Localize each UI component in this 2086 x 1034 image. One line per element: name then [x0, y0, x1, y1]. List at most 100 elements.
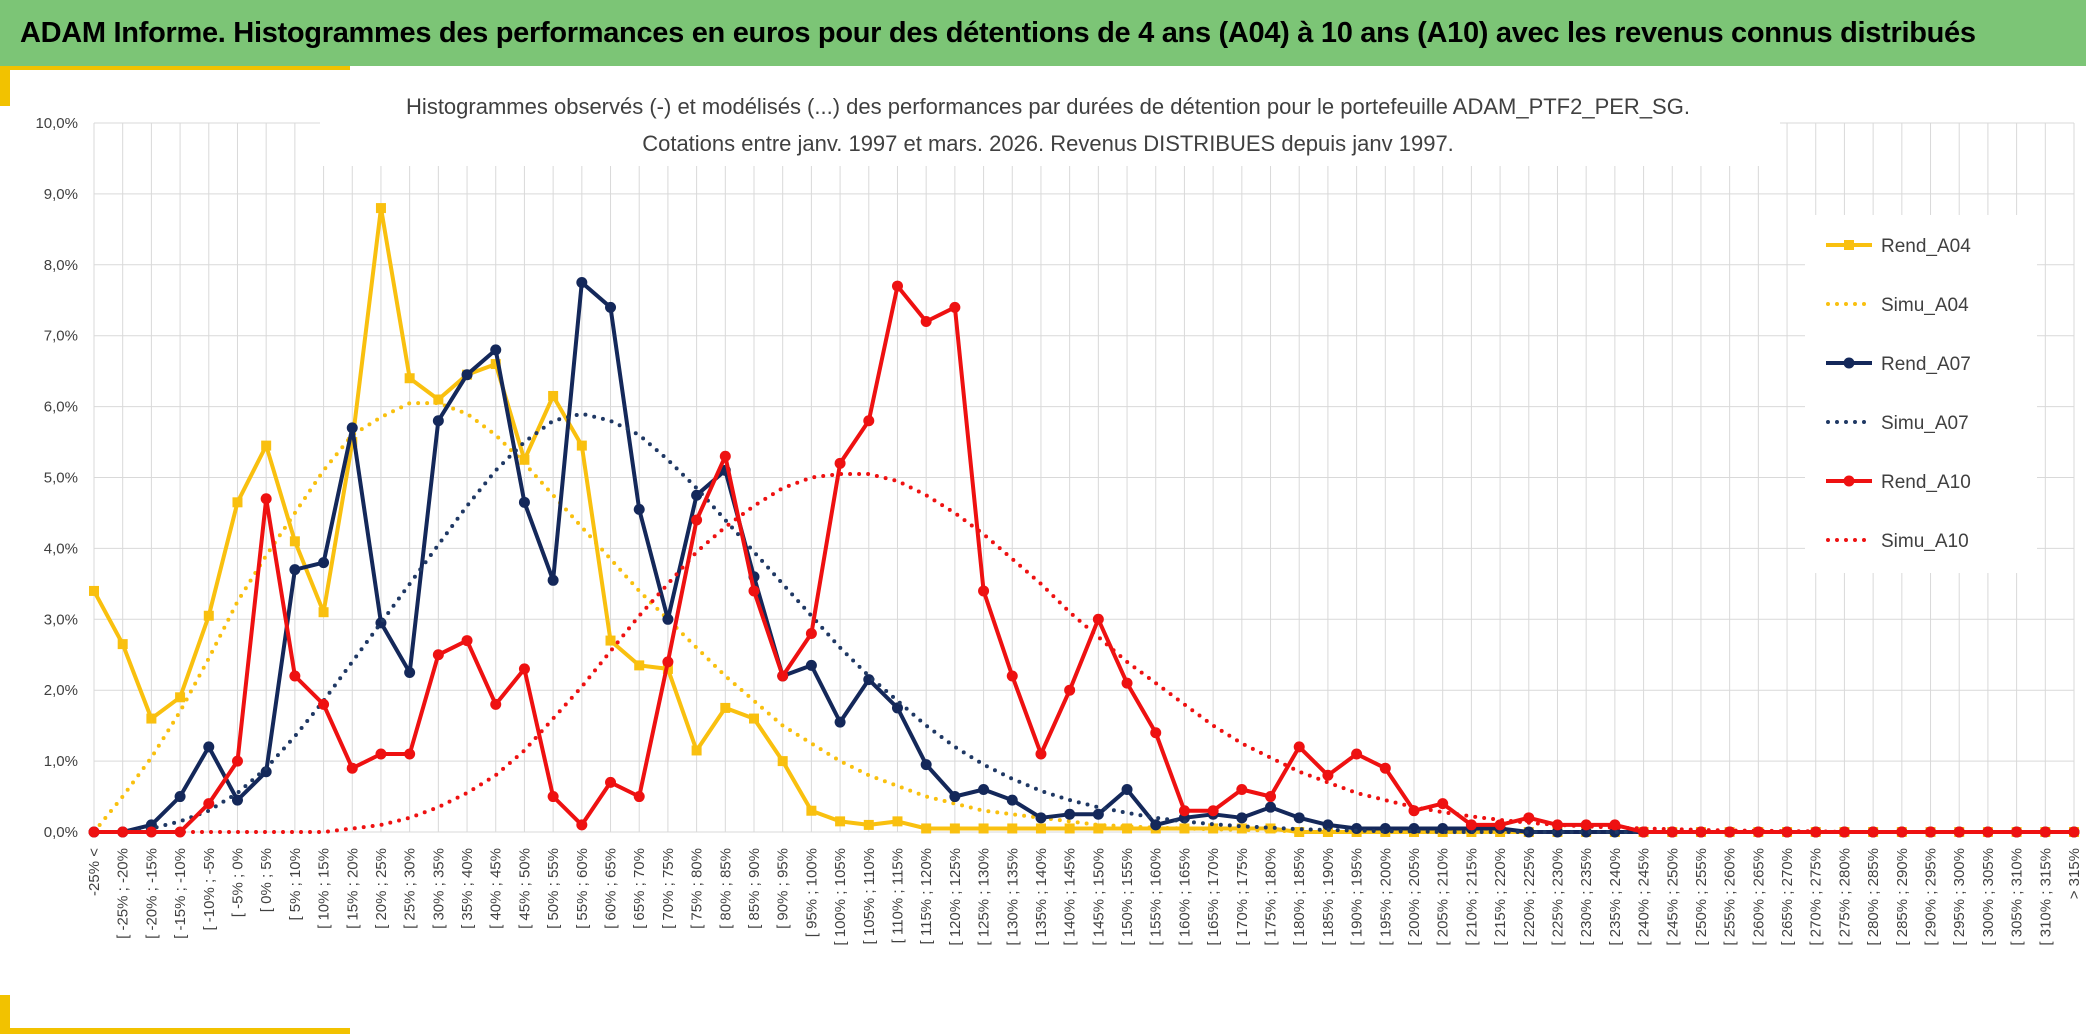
x-tick-label: [ 235% ; 240%: [1607, 848, 1624, 946]
accent-bar-bottom-left: [0, 995, 10, 1034]
series-line-rend-a07: [94, 280, 2074, 834]
data-point: [920, 316, 932, 328]
x-tick-label: [ 150% ; 155%: [1119, 848, 1136, 946]
legend-marker: [1843, 357, 1855, 369]
x-tick-label: [ 65% ; 70%: [631, 848, 648, 929]
data-point: [347, 437, 358, 448]
x-tick-label: [ 15% ; 20%: [344, 848, 361, 929]
data-point: [891, 702, 903, 714]
data-point: [1293, 741, 1305, 753]
x-tick-label: [ 195% ; 200%: [1377, 848, 1394, 946]
data-point: [146, 713, 157, 724]
data-point: [978, 823, 989, 834]
data-point: [518, 496, 530, 508]
x-tick-label: [ 285% ; 290%: [1894, 848, 1911, 946]
data-point: [662, 656, 674, 668]
x-tick-label: [ 310% ; 315%: [2037, 848, 2054, 946]
x-tick-label: [ 50% ; 55%: [545, 848, 562, 929]
x-tick-label: [ 90% ; 95%: [775, 848, 792, 929]
data-point: [1523, 812, 1535, 824]
y-tick-label: 3,0%: [44, 611, 78, 628]
x-tick-label: [ -5% ; 0%: [229, 848, 246, 917]
data-point: [432, 415, 444, 427]
data-point: [576, 440, 587, 451]
x-tick-label: [ 30% ; 35%: [430, 848, 447, 929]
legend-item-rend-a04: Rend_A04: [1826, 236, 1971, 257]
data-point: [1265, 791, 1277, 803]
x-tick-label: [ 75% ; 80%: [689, 848, 706, 929]
x-tick-label: [ 275% ; 280%: [1836, 848, 1853, 946]
x-tick-label: [ 55% ; 60%: [574, 848, 591, 929]
data-point: [1121, 677, 1133, 689]
legend-item-simu-a10: Simu_A10: [1826, 531, 1969, 552]
data-point: [949, 791, 961, 803]
data-point: [261, 440, 272, 451]
x-tick-label: [ 0% ; 5%: [258, 848, 275, 912]
x-tick-label: [ 170% ; 175%: [1234, 848, 1251, 946]
legend-box: [1805, 215, 2037, 573]
data-point: [633, 791, 645, 803]
data-point: [921, 823, 932, 834]
data-point: [1092, 808, 1104, 820]
data-point: [1351, 748, 1363, 760]
data-point: [863, 674, 875, 686]
data-point: [260, 766, 272, 778]
data-point: [1494, 819, 1506, 831]
y-tick-label: 7,0%: [44, 328, 78, 345]
data-point: [1121, 783, 1133, 795]
series-rend-a10: [88, 280, 2080, 838]
x-tick-label: [ 210% ; 215%: [1463, 848, 1480, 946]
y-tick-label: 5,0%: [44, 470, 78, 487]
data-point: [117, 639, 128, 650]
x-tick-label: [ 265% ; 270%: [1779, 848, 1796, 946]
data-point: [1294, 827, 1305, 837]
y-tick-label: 8,0%: [44, 257, 78, 274]
x-tick-label: [ 190% ; 195%: [1349, 848, 1366, 946]
data-point: [346, 422, 358, 434]
x-tick-label: [ 145% ; 150%: [1090, 848, 1107, 946]
data-point: [1265, 823, 1276, 834]
data-point: [576, 819, 588, 831]
data-point: [461, 369, 473, 381]
y-tick-label: 2,0%: [44, 682, 78, 699]
data-point: [490, 698, 502, 710]
data-point: [1523, 826, 1535, 838]
legend-marker: [1844, 240, 1854, 250]
data-point: [318, 698, 330, 710]
data-point: [518, 663, 530, 675]
data-point: [1007, 823, 1018, 834]
data-point: [1236, 823, 1247, 834]
x-tick-label: [ 35% ; 40%: [459, 848, 476, 929]
data-point: [404, 748, 416, 760]
x-tick-label: [ 110% ; 115%: [889, 848, 906, 943]
data-point: [891, 280, 903, 292]
y-axis: 0,0% 1,0% 2,0% 3,0% 4,0% 5,0% 6,0% 7,0% 8,0% 9,0%…: [35, 115, 78, 841]
x-tick-label: [ 230% ; 235%: [1578, 848, 1595, 946]
x-tick-label: [ 85% ; 90%: [746, 848, 763, 929]
x-tick-label: [ 280% ; 285%: [1865, 848, 1882, 946]
y-tick-label: 1,0%: [44, 753, 78, 770]
title-background: [320, 86, 1780, 166]
chart-title: Histogrammes observés (-) et modélisés (…: [406, 94, 1690, 119]
data-point: [605, 635, 616, 646]
data-point: [1006, 670, 1018, 682]
x-tick-label: [ 130% ; 135%: [1004, 848, 1021, 946]
x-tick-label: [ 200% ; 205%: [1406, 848, 1423, 946]
data-point: [1322, 769, 1334, 781]
data-point: [318, 607, 329, 618]
x-tick-label: [ 60% ; 65%: [603, 848, 620, 929]
series-line-simu-a10: [92, 472, 2076, 834]
data-point: [1781, 826, 1793, 838]
y-tick-label: 4,0%: [44, 540, 78, 557]
data-point: [605, 301, 617, 313]
data-point: [978, 783, 990, 795]
x-tick-label: [ 20% ; 25%: [373, 848, 390, 929]
chart-subtitle: Cotations entre janv. 1997 et mars. 2026…: [642, 131, 1454, 156]
x-tick-label: [ 105% ; 110%: [861, 848, 878, 944]
data-point: [519, 454, 530, 465]
data-point: [834, 716, 846, 728]
legend-label: Rend_A10: [1881, 472, 1971, 493]
accent-bar-top: [0, 66, 350, 70]
x-tick-label: [ 260% ; 265%: [1750, 848, 1767, 946]
x-tick-label: [ 225% ; 230%: [1549, 848, 1566, 946]
